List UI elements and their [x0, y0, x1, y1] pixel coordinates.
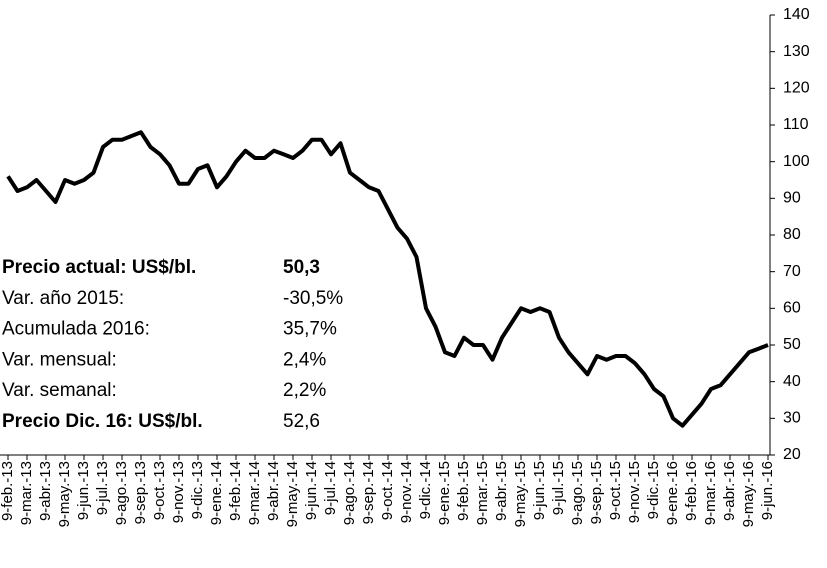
x-tick-label: 9-jun.-15 [531, 461, 548, 520]
y-tick-label: 120 [783, 80, 810, 97]
x-tick-label: 9-nov.-15 [626, 461, 643, 523]
note-value: 2,4% [283, 349, 326, 370]
x-tick-label: 9-nov.-14 [398, 461, 415, 523]
x-tick-label: 9-ago.-15 [569, 461, 586, 525]
note-value: -30,5% [283, 288, 343, 309]
x-tick-label: 9-mar.-16 [702, 461, 719, 525]
x-tick-label: 9-oct.-14 [379, 461, 396, 520]
y-tick-label: 50 [783, 336, 801, 353]
x-tick-label: 9-nov.-13 [170, 461, 187, 523]
note-label: Acumulada 2016: [2, 319, 150, 340]
x-tick-label: 9-may.-14 [284, 461, 301, 527]
note-label: Var. semanal: [2, 380, 117, 401]
x-tick-label: 9-ago.-14 [341, 461, 358, 525]
y-tick-label: 140 [783, 6, 810, 23]
note-label: Var. año 2015: [2, 288, 124, 309]
x-tick-label: 9-feb.-14 [227, 461, 244, 521]
y-tick-label: 100 [783, 153, 810, 170]
x-tick-label: 9-abr.-14 [265, 461, 282, 521]
x-tick-label: 9-ene.-15 [436, 461, 453, 525]
x-tick-label: 9-mar.-13 [18, 461, 35, 525]
x-tick-label: 9-ene.-16 [664, 461, 681, 525]
note-value: 35,7% [283, 319, 337, 340]
x-tick-label: 9-dic.-15 [645, 461, 662, 519]
x-tick-label: 9-dic.-14 [417, 461, 434, 519]
note-label: Var. mensual: [2, 349, 117, 370]
x-tick-label: 9-dic.-13 [189, 461, 206, 519]
y-tick-label: 20 [783, 446, 801, 463]
x-tick-label: 9-abr.-16 [721, 461, 738, 521]
y-tick-label: 130 [783, 43, 810, 60]
x-tick-label: 9-feb.-15 [455, 461, 472, 521]
x-tick-label: 9-jul.-15 [550, 461, 567, 515]
y-tick-label: 90 [783, 190, 801, 207]
y-tick-label: 60 [783, 300, 801, 317]
x-tick-label: 9-sep.-15 [588, 461, 605, 524]
x-tick-label: 9-may.-15 [512, 461, 529, 527]
x-tick-label: 9-oct.-13 [151, 461, 168, 520]
x-tick-label: 9-oct.-15 [607, 461, 624, 520]
x-tick-label: 9-ene.-14 [208, 461, 225, 525]
x-tick-label: 9-ago.-13 [113, 461, 130, 525]
x-tick-label: 9-jun.-16 [759, 461, 776, 520]
x-tick-label: 9-mar.-14 [246, 461, 263, 525]
note-value: 50,3 [283, 257, 320, 278]
x-tick-label: 9-mar.-15 [474, 461, 491, 525]
x-tick-label: 9-abr.-15 [493, 461, 510, 521]
x-tick-label: 9-feb.-13 [0, 461, 16, 521]
x-tick-label: 9-jul.-14 [322, 461, 339, 515]
y-tick-label: 110 [783, 116, 809, 133]
y-tick-label: 40 [783, 373, 801, 390]
note-label: Precio Dic. 16: US$/bl. [2, 411, 203, 432]
x-tick-label: 9-abr.-13 [37, 461, 54, 521]
note-value: 2,2% [283, 380, 326, 401]
x-tick-label: 9-sep.-14 [360, 461, 377, 524]
x-tick-label: 9-jul.-13 [94, 461, 111, 515]
x-tick-label: 9-feb.-16 [683, 461, 700, 521]
y-tick-label: 70 [783, 263, 801, 280]
y-tick-label: 30 [783, 410, 801, 427]
x-tick-label: 9-jun.-13 [75, 461, 92, 520]
note-value: 52,6 [283, 411, 320, 432]
x-tick-label: 9-sep.-13 [132, 461, 149, 524]
y-tick-label: 80 [783, 226, 801, 243]
x-tick-label: 9-may.-16 [740, 461, 757, 527]
x-tick-label: 9-jun.-14 [303, 461, 320, 520]
note-label: Precio actual: US$/bl. [2, 257, 196, 278]
price-line [6, 130, 769, 428]
x-tick-label: 9-may.-13 [56, 461, 73, 527]
